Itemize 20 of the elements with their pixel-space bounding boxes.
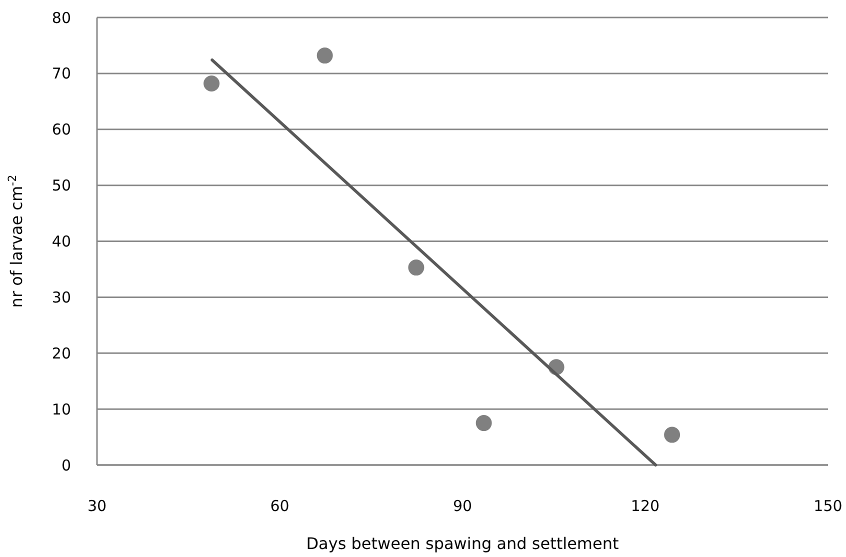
x-tick-label: 150: [814, 497, 842, 515]
y-tick-label: 40: [52, 232, 71, 250]
point: [476, 415, 492, 432]
x-tick-label: 90: [452, 497, 472, 515]
point: [408, 260, 424, 276]
x-axis-title: Days between spawing and settlement: [306, 534, 619, 553]
y-tick-label: 10: [52, 400, 71, 418]
x-tick-label: 30: [87, 497, 107, 515]
y-tick-label: 0: [61, 456, 71, 474]
y-tick-label: 60: [52, 120, 71, 139]
y-tick-label: 80: [52, 8, 71, 27]
x-tick-label: 120: [630, 497, 660, 515]
y-tick-label: 70: [52, 64, 71, 83]
y-tick-label: 30: [52, 288, 71, 306]
y-tick-label: 50: [52, 176, 71, 195]
point: [664, 426, 680, 443]
point: [204, 76, 220, 92]
x-tick-label: 60: [270, 497, 290, 515]
point: [316, 48, 333, 64]
y-tick-label: 20: [52, 344, 71, 362]
